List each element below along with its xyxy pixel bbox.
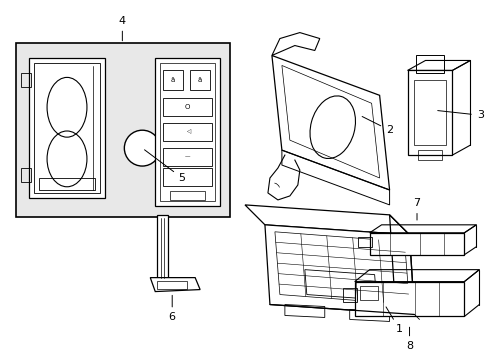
Text: ◁: ◁ [185,130,189,135]
Bar [163,98,212,116]
Text: 1: 1 [385,307,402,334]
Polygon shape [244,205,408,235]
Bar [20,73,31,87]
Bar [342,288,356,302]
Bar [160,63,215,201]
Bar [369,233,464,255]
Bar [29,58,105,198]
Text: 8: 8 [405,327,412,351]
Text: 4: 4 [119,15,125,41]
Bar [417,150,442,160]
Text: ā: ā [198,77,202,84]
Bar [407,71,451,155]
Bar [357,237,371,247]
Bar [155,58,220,206]
Bar [20,168,31,182]
Text: 7: 7 [412,198,420,220]
Polygon shape [157,215,168,280]
Text: ā: ā [171,77,175,84]
Ellipse shape [124,130,160,166]
Text: 3: 3 [437,110,483,120]
Text: O: O [184,104,190,110]
Bar [163,148,212,166]
Bar [157,280,187,289]
Text: 5: 5 [144,150,185,183]
Bar [163,168,212,186]
Bar [415,55,444,73]
Bar [413,80,446,145]
Bar [163,71,183,90]
Bar [170,191,204,200]
Polygon shape [150,278,200,292]
Bar [39,178,95,190]
Bar [354,282,464,316]
Bar [190,71,210,90]
Bar [16,42,229,217]
Polygon shape [264,225,414,315]
Bar [163,123,212,141]
Text: 6: 6 [168,295,175,323]
Bar [34,63,100,193]
Bar [359,285,377,300]
Polygon shape [271,55,389,190]
Text: 2: 2 [362,117,392,135]
Text: —: — [184,154,190,159]
